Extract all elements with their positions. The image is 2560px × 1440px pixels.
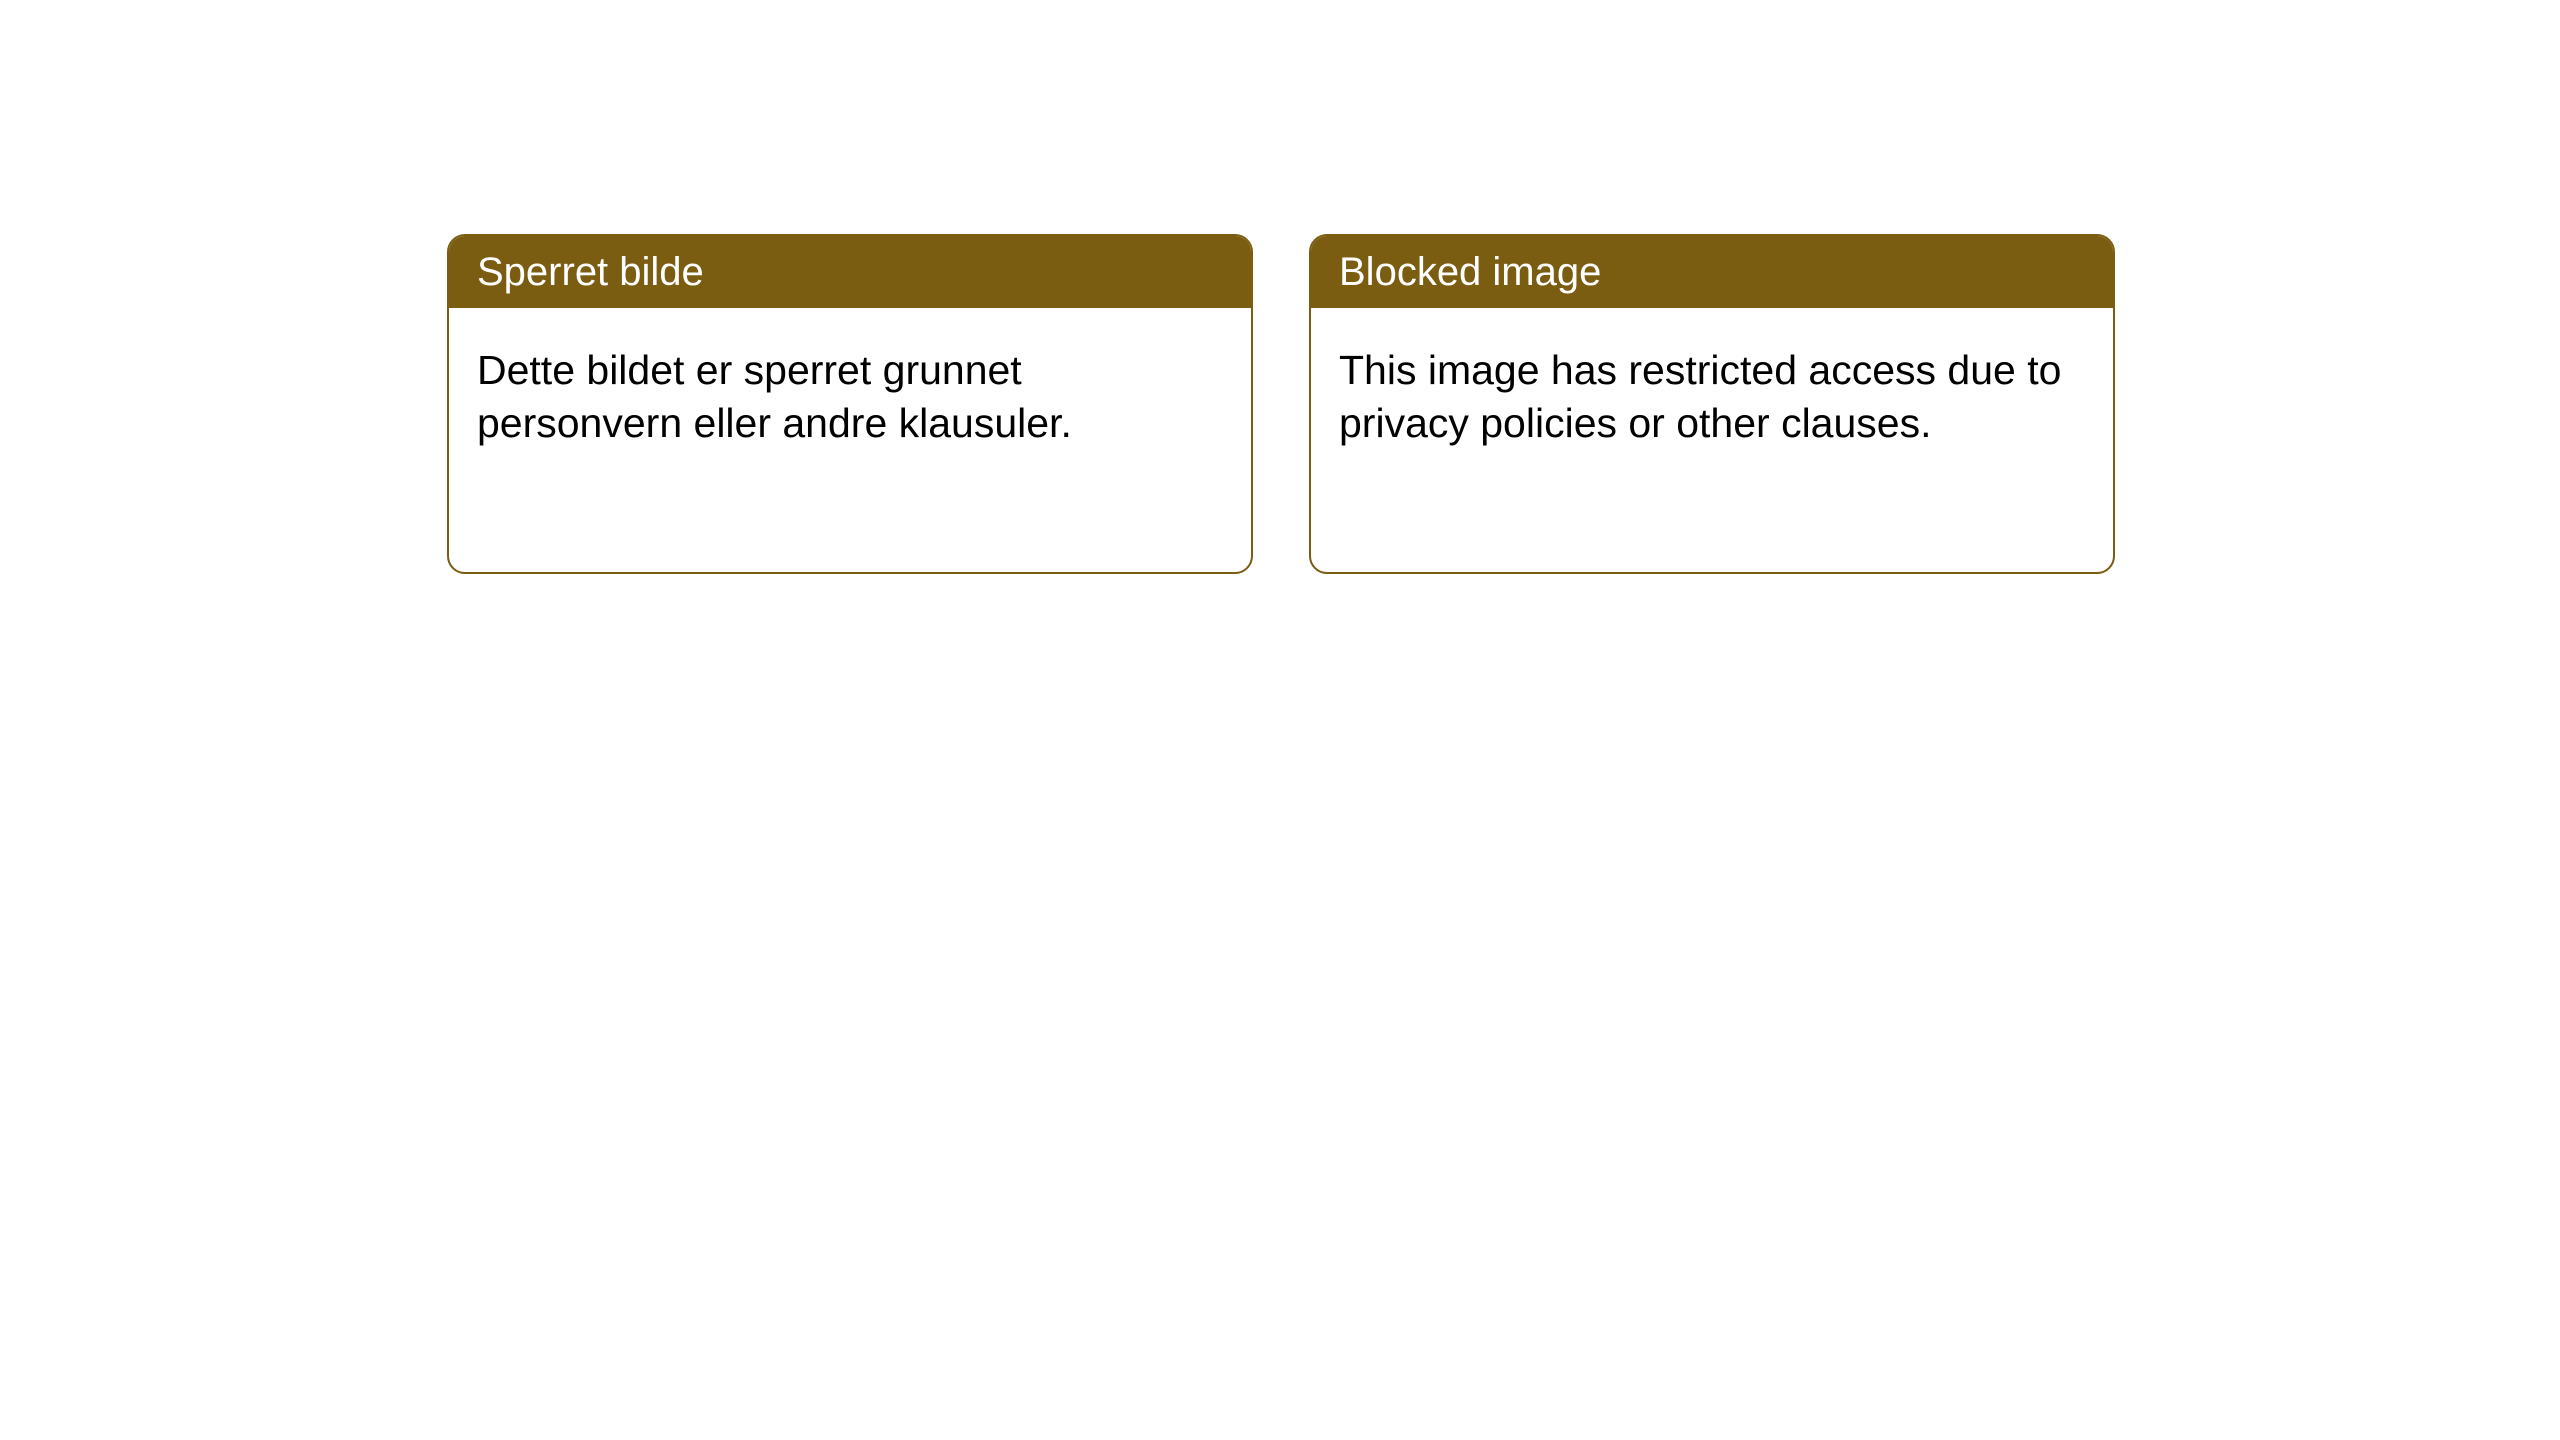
notice-body-norwegian: Dette bildet er sperret grunnet personve… xyxy=(449,308,1251,487)
notice-card-norwegian: Sperret bilde Dette bildet er sperret gr… xyxy=(447,234,1253,574)
notice-title-english: Blocked image xyxy=(1311,236,2113,308)
notice-body-english: This image has restricted access due to … xyxy=(1311,308,2113,487)
notice-title-norwegian: Sperret bilde xyxy=(449,236,1251,308)
notice-cards-container: Sperret bilde Dette bildet er sperret gr… xyxy=(447,234,2115,574)
notice-card-english: Blocked image This image has restricted … xyxy=(1309,234,2115,574)
